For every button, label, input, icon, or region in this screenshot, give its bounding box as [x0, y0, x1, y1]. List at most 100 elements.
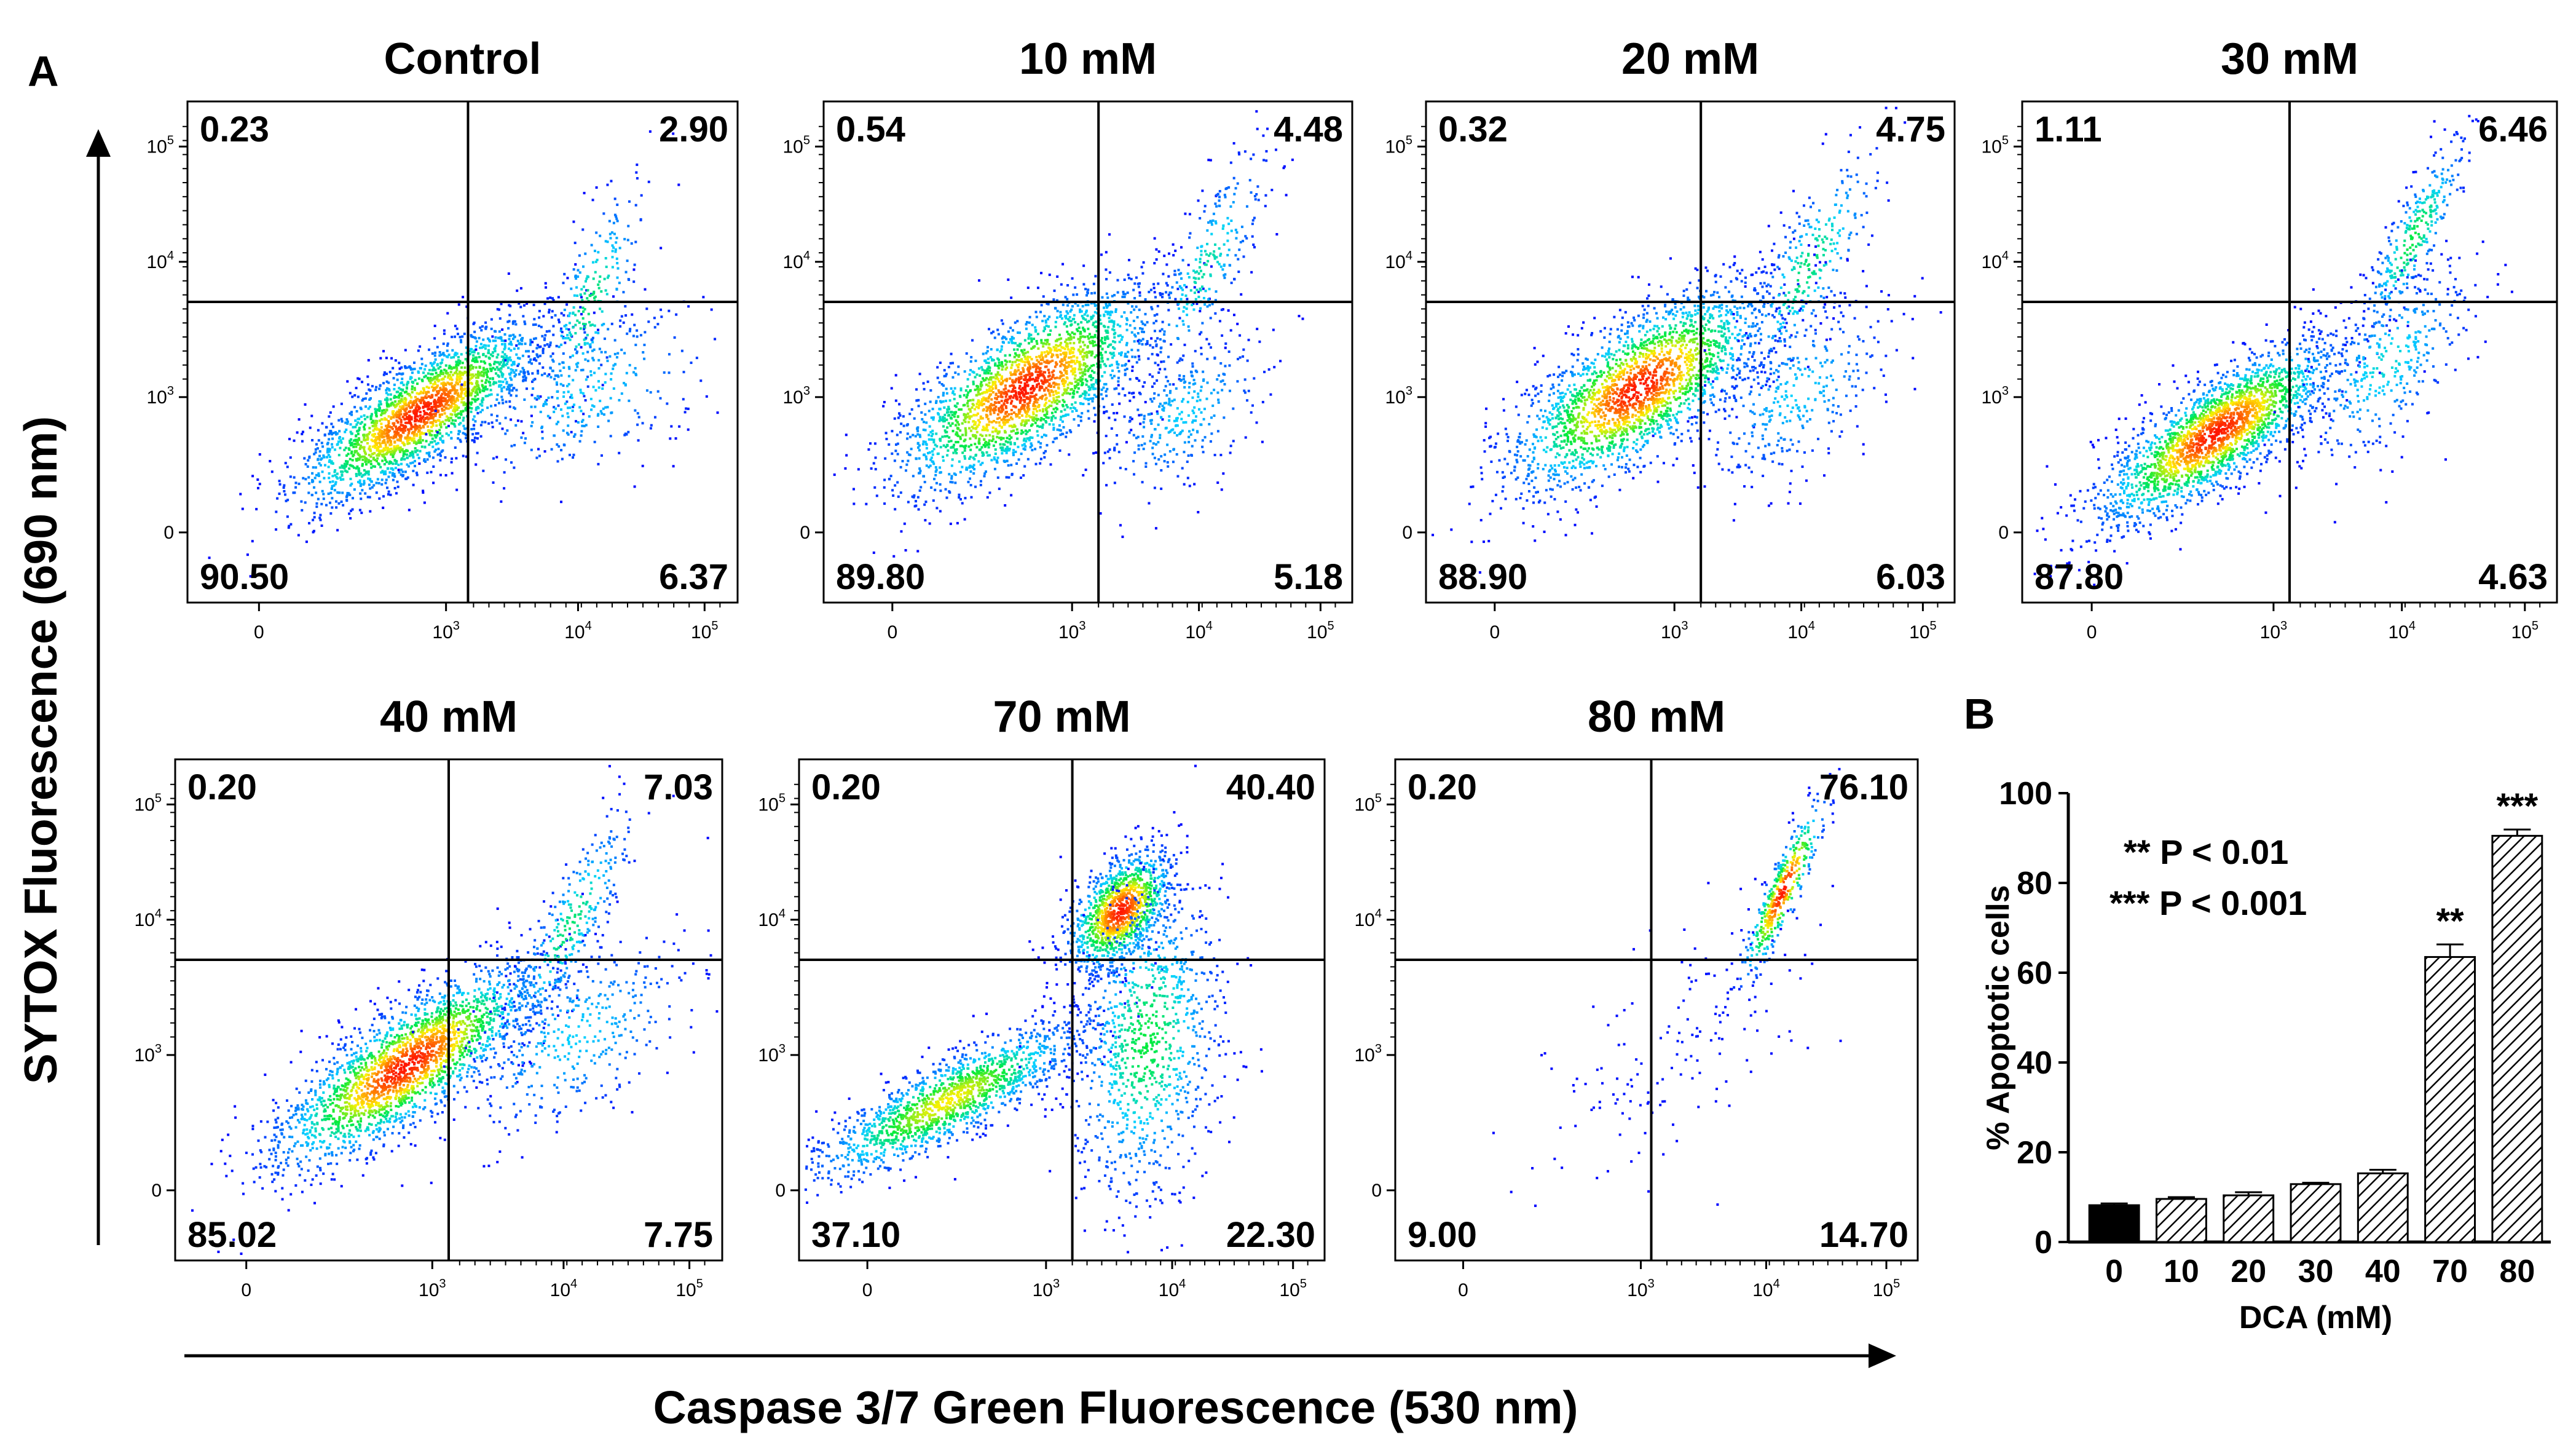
flow-event-dot	[1013, 348, 1016, 351]
flow-event-dot	[418, 406, 421, 409]
flow-event-dot	[1074, 286, 1077, 289]
flow-event-dot	[460, 390, 463, 394]
flow-event-dot	[1076, 328, 1079, 331]
flow-event-dot	[996, 328, 999, 331]
flow-event-dot	[1066, 342, 1069, 346]
flow-event-dot	[385, 451, 388, 454]
flow-event-dot	[634, 343, 637, 346]
flow-event-dot	[322, 497, 325, 500]
flow-event-dot	[379, 400, 382, 403]
flow-event-dot	[650, 424, 653, 427]
flow-event-dot	[1095, 451, 1098, 454]
flow-event-dot	[378, 497, 381, 500]
flow-event-dot	[1039, 446, 1042, 449]
flow-event-dot	[1061, 420, 1064, 423]
flow-event-dot	[393, 486, 396, 489]
flow-event-dot	[985, 352, 988, 355]
flow-event-dot	[373, 451, 376, 454]
flow-event-dot	[297, 482, 301, 485]
flow-event-dot	[542, 347, 545, 350]
flow-event-dot	[364, 463, 368, 466]
flow-event-dot	[996, 373, 999, 376]
flow-event-dot	[1013, 355, 1016, 358]
flow-event-dot	[420, 396, 423, 399]
flow-event-dot	[1074, 385, 1077, 388]
flow-event-dot	[1109, 374, 1113, 377]
flow-event-dot	[406, 456, 409, 459]
flow-event-dot	[407, 465, 410, 468]
flow-event-dot	[994, 362, 997, 365]
flow-event-dot	[455, 488, 459, 491]
flow-event-dot	[472, 358, 475, 362]
flow-event-dot	[980, 400, 983, 403]
flow-event-dot	[391, 410, 394, 413]
flow-event-dot	[325, 456, 328, 459]
flow-event-dot	[377, 462, 380, 465]
flow-event-dot	[519, 287, 522, 290]
flow-event-dot	[390, 357, 393, 360]
flow-event-dot	[1019, 371, 1022, 374]
flow-event-dot	[337, 454, 341, 457]
flow-event-dot	[1007, 413, 1010, 416]
flow-event-dot	[411, 368, 414, 371]
flow-event-dot	[591, 323, 594, 326]
flow-event-dot	[516, 339, 519, 342]
flow-event-dot	[406, 428, 409, 431]
flow-event-dot	[1091, 342, 1094, 345]
flow-event-dot	[362, 447, 365, 450]
flow-event-dot	[447, 394, 450, 397]
flow-event-dot	[441, 392, 444, 395]
flow-event-dot	[460, 413, 463, 416]
flow-event-dot	[476, 397, 479, 400]
flow-event-dot	[398, 396, 401, 399]
flow-event-dot	[964, 457, 967, 460]
flow-event-dot	[286, 515, 289, 518]
flow-event-dot	[1144, 400, 1147, 403]
flow-event-dot	[1010, 339, 1013, 342]
flow-event-dot	[543, 450, 546, 453]
flow-event-dot	[524, 322, 527, 325]
flow-event-dot	[983, 472, 987, 475]
flow-event-dot	[464, 358, 467, 361]
flow-event-dot	[1146, 340, 1149, 343]
flow-event-dot	[948, 473, 951, 476]
flow-event-dot	[275, 528, 278, 531]
flow-event-dot	[451, 419, 454, 422]
flow-event-dot	[633, 323, 636, 326]
flow-event-dot	[945, 496, 948, 499]
flow-event-dot	[354, 442, 357, 445]
flow-event-dot	[491, 378, 494, 381]
flow-event-dot	[911, 495, 914, 498]
flow-event-dot	[561, 331, 564, 334]
flow-event-dot	[604, 240, 607, 243]
flow-event-dot	[1087, 288, 1090, 291]
flow-event-dot	[1135, 305, 1138, 308]
flow-event-dot	[1040, 341, 1043, 344]
flow-event-dot	[974, 443, 977, 446]
flow-event-dot	[1047, 352, 1050, 355]
flow-event-dot	[1017, 380, 1020, 383]
flow-event-dot	[589, 370, 593, 373]
flow-event-dot	[1018, 354, 1021, 357]
flow-event-dot	[1058, 400, 1061, 403]
flow-event-dot	[578, 254, 581, 257]
flow-event-dot	[1031, 418, 1034, 421]
flow-event-dot	[1028, 397, 1031, 400]
flow-event-dot	[978, 279, 981, 282]
flow-event-dot	[548, 330, 551, 333]
flow-event-dot	[581, 228, 585, 231]
flow-event-dot	[520, 420, 523, 423]
flow-event-dot	[1041, 423, 1044, 426]
flow-event-dot	[401, 381, 404, 384]
flow-event-dot	[436, 453, 439, 456]
flow-event-dot	[460, 377, 463, 380]
flow-event-dot	[605, 356, 609, 359]
flow-event-dot	[483, 373, 486, 376]
flow-event-dot	[441, 435, 444, 438]
flow-event-dot	[1057, 386, 1060, 389]
flow-event-dot	[972, 420, 975, 423]
flow-event-dot	[1167, 252, 1170, 255]
flow-event-dot	[935, 481, 938, 485]
flow-event-dot	[1065, 376, 1068, 379]
